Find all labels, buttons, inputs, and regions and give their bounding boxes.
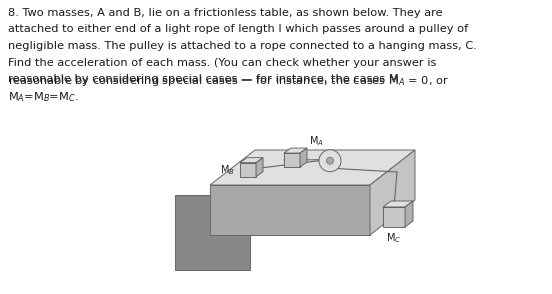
Polygon shape	[210, 150, 415, 185]
Polygon shape	[210, 185, 370, 235]
Text: M$_C$: M$_C$	[386, 231, 402, 245]
Polygon shape	[284, 153, 300, 167]
Text: attached to either end of a light rope of length l which passes around a pulley : attached to either end of a light rope o…	[8, 24, 468, 34]
Circle shape	[319, 150, 341, 172]
Text: negligible mass. The pulley is attached to a rope connected to a hanging mass, C: negligible mass. The pulley is attached …	[8, 41, 477, 51]
Text: reasonable by considering special cases — for instance, the cases M$_A$ = 0, or: reasonable by considering special cases …	[8, 74, 449, 88]
Polygon shape	[240, 163, 256, 177]
Polygon shape	[284, 148, 307, 153]
Text: M$_A$: M$_A$	[309, 134, 323, 148]
Polygon shape	[405, 201, 413, 227]
Circle shape	[326, 157, 333, 164]
Text: Find the acceleration of each mass. (You can check whether your answer is: Find the acceleration of each mass. (You…	[8, 58, 437, 68]
Polygon shape	[300, 148, 307, 167]
Polygon shape	[370, 150, 415, 235]
Polygon shape	[240, 158, 263, 163]
Text: 8. Two masses, A and B, lie on a frictionless table, as shown below. They are: 8. Two masses, A and B, lie on a frictio…	[8, 8, 443, 18]
Text: M$_A$=M$_B$=M$_C$.: M$_A$=M$_B$=M$_C$.	[8, 91, 78, 104]
Polygon shape	[256, 158, 263, 177]
Polygon shape	[383, 201, 413, 207]
Polygon shape	[175, 195, 250, 270]
Text: reasonable by considering special cases — for instance, the cases M: reasonable by considering special cases …	[8, 74, 399, 84]
Text: M$_B$: M$_B$	[220, 163, 235, 177]
Polygon shape	[383, 207, 405, 227]
